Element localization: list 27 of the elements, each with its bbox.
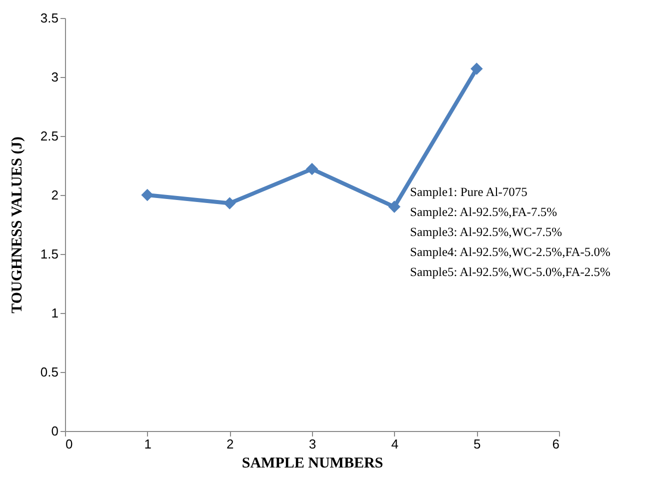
- y-tick-label: 2.5: [40, 128, 58, 144]
- annotation: Sample4: Al-92.5%,WC-2.5%,FA-5.0%: [410, 245, 610, 259]
- point: [470, 62, 483, 75]
- x-tick-label: 6: [552, 436, 560, 452]
- y-tick-label: 0: [51, 424, 58, 438]
- annotation: Sample5: Al-92.5%,WC-5.0%,FA-2.5%: [410, 265, 610, 279]
- y-axis-title: TOUGHNESS VALUES (J): [9, 136, 26, 314]
- annotation: Sample1: Pure Al-7075: [410, 185, 528, 199]
- point: [306, 162, 318, 176]
- y-tick-label: 1: [51, 306, 58, 320]
- x-tick-label: 4: [391, 436, 398, 452]
- y-tick-label: 1.5: [40, 246, 58, 262]
- y-tick-label: 3.5: [40, 10, 58, 26]
- x-tick-label: 2: [226, 436, 234, 452]
- x-tick-label: 1: [144, 436, 152, 452]
- x-tick-label: 3: [308, 436, 316, 452]
- y-tick-label: 3: [51, 70, 58, 84]
- annotation: Sample2: Al-92.5%,FA-7.5%: [410, 205, 557, 219]
- annotation: Sample3: Al-92.5%,WC-7.5%: [410, 225, 562, 239]
- y-tick-label: 2: [51, 188, 58, 202]
- y-tick-label: 0.5: [40, 364, 58, 380]
- point: [388, 200, 400, 213]
- point: [141, 188, 154, 202]
- x-axis-title: SAMPLE NUMBERS: [242, 456, 384, 472]
- x-tick-label: 5: [474, 436, 481, 452]
- point: [224, 197, 236, 210]
- x-tick-label: 0: [66, 436, 73, 452]
